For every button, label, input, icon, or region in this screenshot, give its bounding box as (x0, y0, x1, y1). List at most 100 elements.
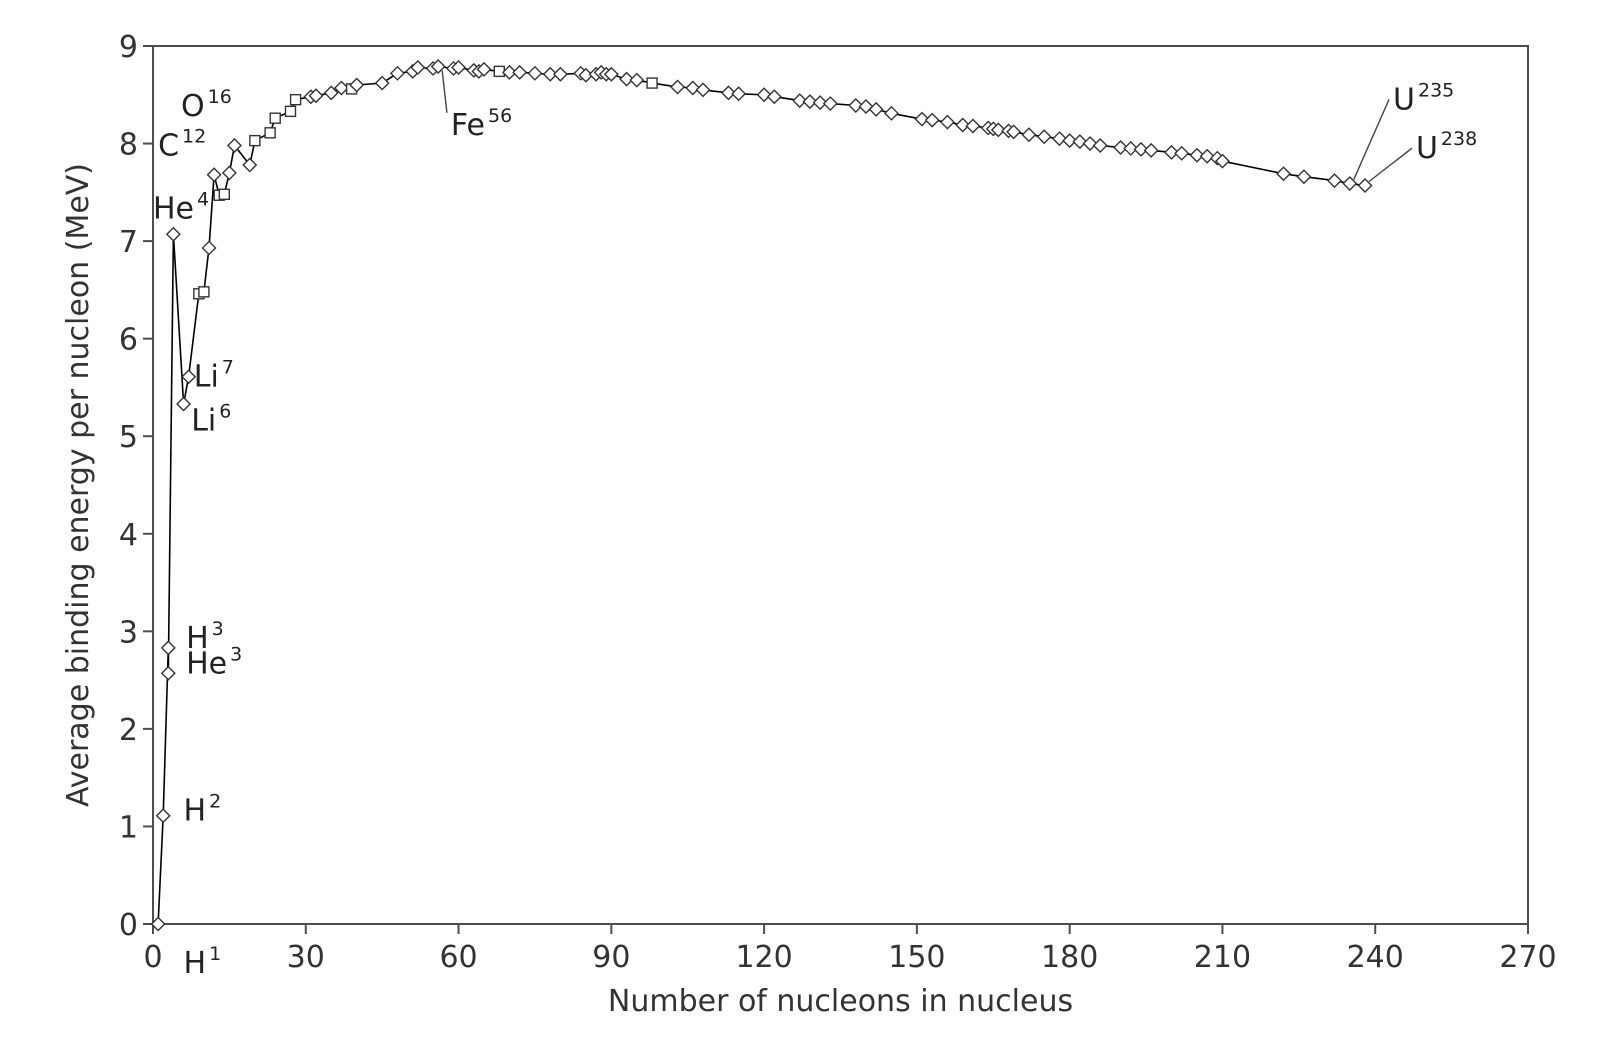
data-point (1062, 133, 1078, 149)
data-point (1174, 145, 1190, 161)
data-point (1199, 148, 1215, 164)
data-point (883, 105, 899, 121)
data-point (822, 96, 838, 112)
x-tick-label: 150 (888, 940, 945, 975)
annotation-C12: C 12 (158, 125, 206, 163)
data-point (1214, 153, 1230, 169)
data-point (1113, 139, 1129, 155)
data-point (493, 65, 505, 78)
data-point (1276, 166, 1292, 182)
data-point (221, 165, 237, 181)
data-point (150, 916, 166, 932)
data-point (1189, 147, 1205, 163)
data-point (1123, 140, 1139, 156)
x-tick-label: 240 (1347, 940, 1404, 975)
data-point (646, 77, 658, 89)
annotation-element: He (186, 646, 227, 681)
data-point (629, 72, 645, 88)
data-point (242, 157, 258, 173)
data-point (552, 66, 568, 82)
annotation-element: O (181, 89, 205, 124)
annotation-leader (441, 70, 448, 113)
series-line (157, 65, 1366, 925)
data-point (1133, 141, 1149, 157)
annotation-element: He (153, 192, 194, 227)
data-point (264, 127, 276, 139)
annotation-leader (1353, 99, 1390, 180)
data-point (792, 93, 808, 109)
y-tick-label: 7 (119, 225, 138, 260)
data-point (955, 117, 971, 133)
data-point (1021, 127, 1037, 143)
data-point (512, 64, 528, 80)
annotation-mass-number: 7 (222, 356, 234, 378)
data-point (155, 808, 171, 824)
annotation-He3: He 3 (186, 643, 242, 681)
annotation-Li6: Li 6 (191, 400, 231, 438)
annotation-element: H (184, 946, 207, 981)
x-tick-label: 0 (143, 940, 162, 975)
data-point (1164, 144, 1180, 160)
data-point (218, 188, 230, 200)
annotation-Fe56: Fe 56 (451, 105, 512, 143)
data-point (1296, 169, 1312, 185)
data-point (914, 111, 930, 127)
y-tick-label: 1 (119, 810, 138, 845)
data-point (389, 65, 405, 81)
series-markers-layer (150, 58, 1373, 932)
plot-frame (152, 45, 1529, 925)
y-tick-label: 8 (119, 128, 138, 163)
annotation-mass-number: 12 (182, 125, 206, 147)
data-point (349, 77, 365, 93)
data-point (198, 286, 210, 298)
annotation-element: Li (194, 359, 219, 394)
annotation-mass-number: 16 (208, 86, 232, 108)
data-point (1072, 134, 1088, 150)
data-point (284, 105, 297, 118)
annotation-Li7: Li 7 (194, 356, 234, 394)
data-point (323, 85, 339, 101)
data-point (289, 93, 302, 106)
data-point (201, 240, 217, 256)
x-tick-label: 120 (735, 940, 792, 975)
annotation-element: H (184, 794, 207, 829)
data-point (226, 138, 242, 153)
y-tick-label: 2 (119, 713, 138, 748)
data-point (1006, 124, 1022, 140)
x-tick-label: 60 (439, 940, 477, 975)
data-point (1357, 178, 1373, 193)
annotation-element: Fe (451, 108, 485, 143)
annotation-mass-number: 3 (230, 643, 242, 665)
data-point (476, 61, 492, 77)
data-point (802, 94, 818, 110)
data-point (731, 86, 747, 102)
data-point (670, 79, 686, 95)
annotation-O16: O 16 (181, 86, 232, 124)
annotation-mass-number: 4 (197, 189, 209, 211)
annotation-mass-number: 235 (1418, 79, 1454, 101)
data-point (990, 122, 1006, 138)
data-point (527, 65, 543, 81)
data-point (939, 114, 955, 130)
y-tick-label: 9 (119, 30, 138, 65)
x-tick-label: 270 (1499, 940, 1556, 975)
data-point (181, 369, 197, 385)
annotation-mass-number: 6 (219, 400, 231, 422)
data-point (868, 101, 884, 117)
annotation-U238: U 238 (1416, 128, 1477, 166)
y-axis-title: Average binding energy per nucleon (MeV) (61, 163, 96, 807)
data-point (430, 58, 446, 74)
annotation-U235: U 235 (1393, 79, 1454, 117)
annotation-element: U (1393, 82, 1415, 117)
data-point (619, 71, 635, 87)
data-point (848, 98, 864, 113)
data-point (1082, 136, 1098, 152)
x-tick-label: 30 (287, 940, 325, 975)
data-point (924, 112, 940, 128)
annotation-mass-number: 1 (209, 943, 221, 965)
data-point (1051, 131, 1067, 147)
data-point (333, 80, 349, 96)
